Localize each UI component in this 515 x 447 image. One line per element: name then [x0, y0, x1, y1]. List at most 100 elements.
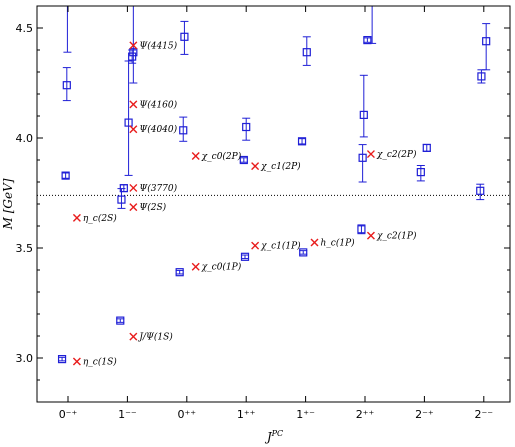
- x-tick-label: 2⁻⁺: [415, 408, 434, 421]
- experiment-point: χ_c1(2P): [251, 161, 301, 172]
- lattice-marker: [477, 72, 486, 81]
- lattice-marker: [124, 118, 133, 127]
- state-label: Ψ(4160): [139, 99, 177, 110]
- lattice-marker: [239, 155, 248, 165]
- experiment-point: χ_c0(1P): [191, 262, 242, 273]
- experiment-point: η_c(2S): [72, 213, 117, 224]
- experiment-marker: [129, 183, 138, 192]
- lattice-point: [359, 74, 368, 138]
- lattice-point: [180, 20, 189, 55]
- experiment-point: χ_c2(1P): [366, 231, 417, 242]
- lattice-point: [61, 171, 70, 180]
- state-label: χ_c0(2P): [201, 151, 242, 162]
- state-label: Ψ(3770): [139, 183, 177, 194]
- lattice-point: [242, 117, 251, 141]
- state-label: Ψ(4415): [139, 40, 177, 51]
- state-label: χ_c2(2P): [376, 149, 417, 160]
- experiment-marker: [366, 150, 375, 159]
- lattice-point: [57, 355, 67, 364]
- lattice-marker: [240, 252, 250, 261]
- lattice-marker: [62, 81, 71, 90]
- lattice-marker: [116, 316, 125, 325]
- lattice-point: [476, 183, 485, 201]
- experiment-marker: [191, 152, 200, 161]
- lattice-marker: [302, 48, 311, 57]
- lattice-point: [416, 165, 425, 182]
- lattice-point: [119, 184, 128, 193]
- experiment-marker: [129, 41, 138, 50]
- lattice-marker: [119, 184, 128, 193]
- y-tick-label: 3.5: [16, 242, 34, 255]
- state-label: χ_c0(1P): [201, 262, 242, 273]
- lattice-marker: [175, 268, 184, 277]
- experiment-marker: [129, 100, 138, 109]
- state-label: χ_c1(1P): [260, 241, 301, 252]
- lattice-point: [124, 60, 133, 176]
- lattice-marker: [61, 171, 70, 180]
- y-tick-label: 4.5: [16, 22, 34, 35]
- lattice-point: [179, 116, 188, 142]
- lattice-point: [482, 23, 491, 71]
- experiment-point: Ψ(3770): [129, 183, 178, 194]
- experiment-series: η_c(1S) η_c(2S) J/Ψ(1S) Ψ(2S) Ψ(3770) Ψ(4040)…: [72, 40, 417, 368]
- lattice-marker: [299, 248, 308, 257]
- lattice-marker: [57, 355, 67, 364]
- lattice-marker: [476, 186, 485, 195]
- state-label: χ_c1(2P): [260, 161, 301, 172]
- experiment-point: Ψ(4415): [129, 40, 178, 51]
- state-label: η_c(1S): [83, 357, 117, 368]
- lattice-marker: [482, 37, 491, 46]
- lattice-point: [240, 252, 250, 261]
- lattice-point: [368, 6, 377, 44]
- lattice-point: [357, 224, 366, 235]
- lattice-marker: [242, 122, 251, 132]
- x-tick-label: 2⁻⁻: [474, 408, 493, 421]
- experiment-marker: [72, 357, 81, 366]
- plot-frame: [36, 5, 511, 403]
- lattice-point: [128, 49, 137, 64]
- experiment-marker: [129, 332, 138, 341]
- lattice-marker: [359, 110, 368, 120]
- lattice-marker: [363, 35, 372, 45]
- x-tick-label: 1⁻⁻: [118, 408, 137, 421]
- experiment-point: J/Ψ(1S): [129, 332, 173, 343]
- lattice-marker: [128, 52, 137, 61]
- lattice-point: [358, 144, 367, 183]
- lattice-marker: [179, 126, 188, 135]
- lattice-marker: [358, 153, 367, 162]
- lattice-point: [63, 6, 72, 53]
- state-label: J/Ψ(1S): [137, 332, 173, 343]
- lattice-point: [299, 248, 308, 257]
- experiment-marker: [129, 203, 138, 212]
- experiment-marker: [129, 125, 138, 134]
- experiment-point: χ_c0(2P): [191, 151, 242, 162]
- experiment-marker: [310, 238, 319, 247]
- state-label: χ_c2(1P): [376, 231, 417, 242]
- lattice-series: [57, 6, 491, 364]
- experiment-marker: [191, 262, 200, 271]
- experiment-point: χ_c1(1P): [251, 241, 301, 252]
- x-tick-label: 0⁺⁺: [177, 408, 196, 421]
- experiment-point: χ_c2(2P): [366, 149, 417, 160]
- x-axis-title: JPC: [264, 429, 283, 444]
- lattice-marker: [422, 143, 431, 152]
- x-tick-label: 2⁺⁺: [356, 408, 375, 421]
- lattice-point: [239, 155, 248, 165]
- lattice-marker: [180, 32, 189, 41]
- x-tick-label: 1⁺⁻: [296, 408, 315, 421]
- x-tick-label: 0⁻⁺: [59, 408, 78, 421]
- experiment-marker: [366, 231, 375, 240]
- experiment-point: h_c(1P): [310, 238, 356, 249]
- state-label: h_c(1P): [321, 238, 356, 249]
- experiment-point: Ψ(4160): [129, 99, 178, 110]
- experiment-point: η_c(1S): [72, 357, 117, 368]
- lattice-point: [363, 35, 372, 45]
- lattice-point: [477, 69, 486, 84]
- y-tick-label: 3.0: [16, 352, 34, 365]
- x-tick-label: 1⁺⁺: [237, 408, 256, 421]
- state-label: Ψ(4040): [139, 124, 177, 135]
- lattice-point: [175, 268, 184, 277]
- lattice-marker: [297, 137, 307, 146]
- y-axis-title: M [GeV]: [1, 178, 15, 230]
